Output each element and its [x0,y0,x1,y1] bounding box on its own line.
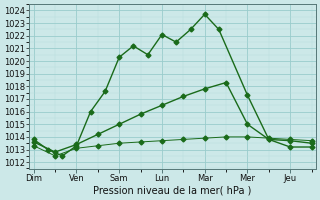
X-axis label: Pression niveau de la mer( hPa ): Pression niveau de la mer( hPa ) [93,186,252,196]
